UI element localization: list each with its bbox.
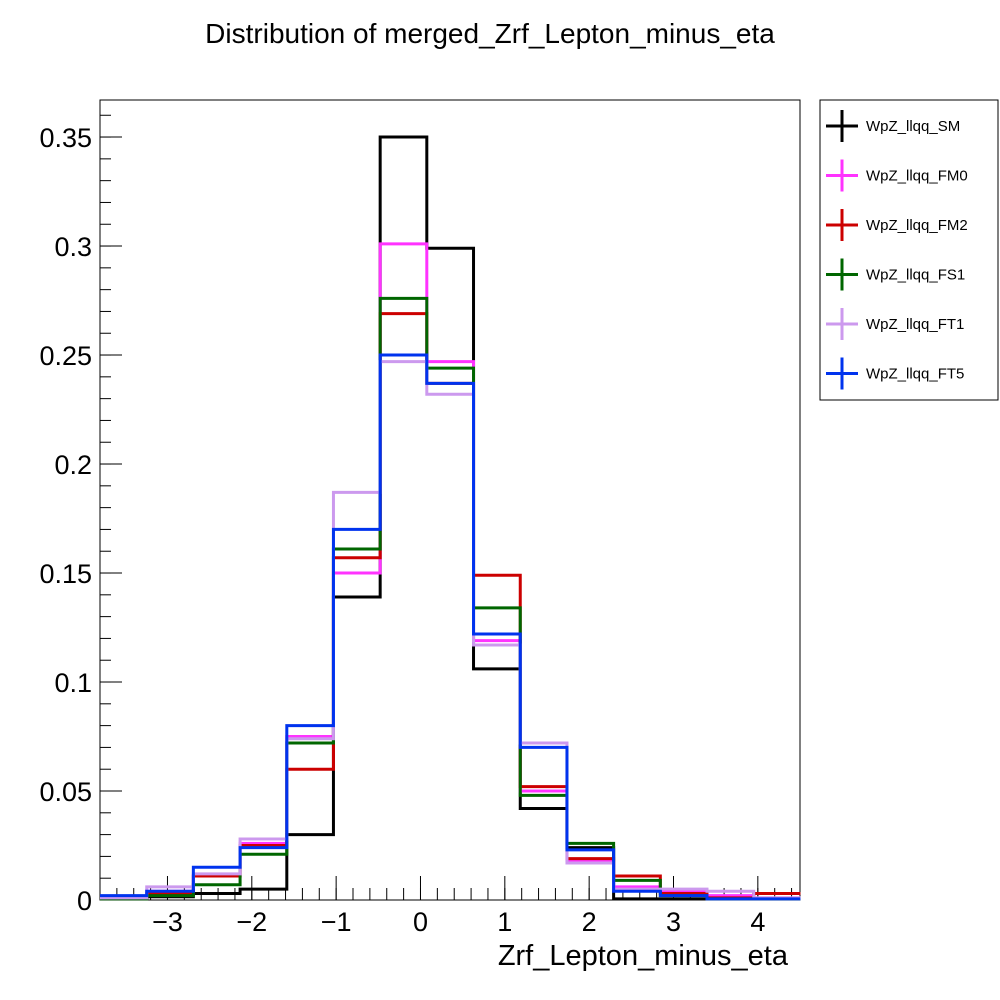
series-layer — [100, 135, 801, 901]
legend-label: WpZ_llqq_FS1 — [866, 267, 965, 284]
series-line-WpZ_llqq_FT5 — [100, 353, 801, 901]
legend-label: WpZ_llqq_FM2 — [866, 217, 968, 234]
chart-title: Distribution of merged_Zrf_Lepton_minus_… — [205, 18, 775, 49]
legend-label: WpZ_llqq_FM0 — [866, 168, 968, 185]
x-tick-label: 2 — [582, 907, 597, 937]
x-axis-title: Zrf_Lepton_minus_eta — [498, 940, 789, 972]
y-tick-label: 0.1 — [54, 668, 92, 698]
axis-ticks — [99, 114, 793, 901]
x-tick-label: 3 — [666, 907, 681, 937]
x-tick-label: −1 — [321, 907, 352, 937]
y-axis-tick-labels: 0 0.05 0.1 0.15 0.2 0.25 0.3 0.35 — [39, 123, 92, 916]
x-tick-label: −3 — [152, 907, 183, 937]
legend: WpZ_llqq_SM WpZ_llqq_FM0 WpZ_llqq_FM2 WpZ_l… — [819, 99, 999, 401]
plot-area-frame — [99, 99, 801, 901]
series-line-WpZ_llqq_FT1 — [100, 360, 801, 900]
x-tick-label: 0 — [413, 907, 428, 937]
y-tick-label: 0.35 — [39, 123, 92, 153]
x-tick-label: −2 — [236, 907, 267, 937]
legend-box — [819, 99, 999, 401]
legend-label: WpZ_llqq_FT1 — [866, 316, 964, 333]
x-axis-tick-labels: −3 −2 −1 0 1 2 3 4 — [152, 907, 765, 937]
x-tick-label: 4 — [750, 907, 765, 937]
y-tick-label: 0 — [77, 886, 92, 916]
x-tick-label: 1 — [497, 907, 512, 937]
y-tick-label: 0.25 — [39, 341, 92, 371]
legend-label: WpZ_llqq_SM — [866, 118, 960, 135]
y-tick-label: 0.2 — [54, 450, 92, 480]
legend-label: WpZ_llqq_FT5 — [866, 366, 964, 383]
y-tick-label: 0.3 — [54, 232, 92, 262]
y-tick-label: 0.15 — [39, 559, 92, 589]
y-tick-label: 0.05 — [39, 777, 92, 807]
